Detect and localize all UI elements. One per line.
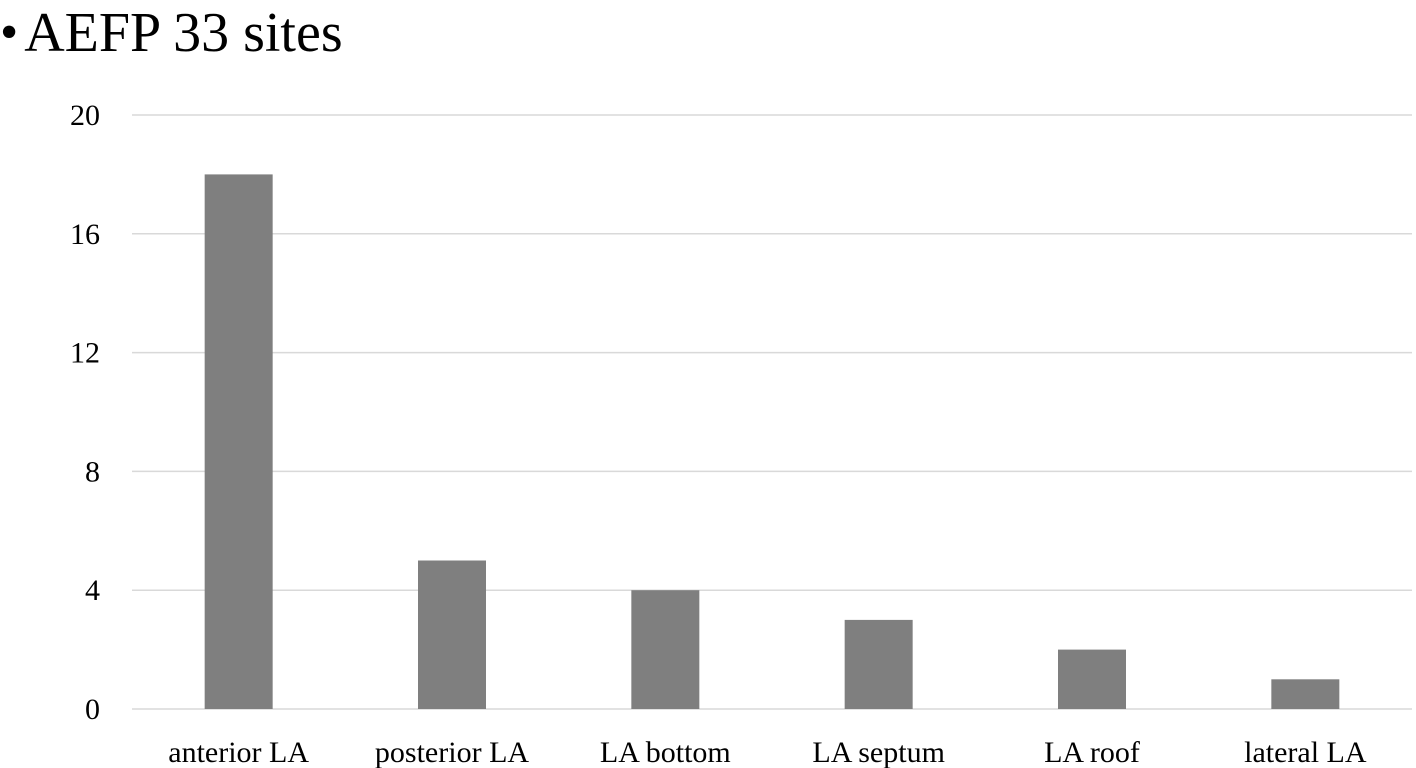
x-tick-label: LA septum [812,736,945,768]
x-tick-label: LA bottom [600,736,731,768]
x-tick-label: posterior LA [375,736,529,768]
title-bullet: • [0,4,19,61]
x-axis-tick-labels: anterior LA posterior LA LA bottom LA septu… [168,736,1367,768]
bar-posterior-la [418,560,486,709]
y-tick-label: 20 [70,99,100,132]
x-tick-label: anterior LA [168,736,309,768]
bar-la-bottom [631,590,700,709]
chart-title: AEFP 33 sites [24,2,343,64]
bars [204,174,1340,709]
bar-anterior-la [204,174,273,709]
bar-la-septum [844,619,913,709]
title-row: • AEFP 33 sites [0,0,343,68]
y-tick-label: 12 [70,337,100,370]
bar-lateral-la [1271,679,1340,709]
gridlines [132,114,1412,710]
y-axis-tick-labels: 0 4 8 12 16 20 [70,99,100,726]
y-tick-label: 4 [85,574,100,607]
bar-la-roof [1058,649,1126,709]
y-tick-label: 8 [85,455,100,488]
y-tick-label: 16 [70,218,100,251]
x-tick-label: LA roof [1044,736,1140,768]
x-tick-label: lateral LA [1244,736,1367,768]
y-tick-label: 0 [85,693,100,726]
